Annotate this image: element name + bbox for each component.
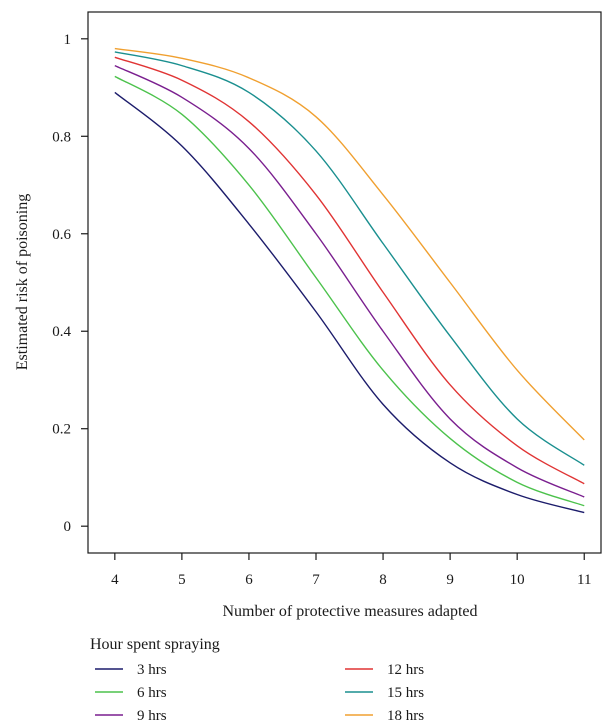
x-axis: 4 5 6 7 8 9 10 11 xyxy=(111,553,591,588)
legend-label: 6 hrs xyxy=(137,685,167,701)
series-lines xyxy=(114,47,585,514)
x-tick-label: 8 xyxy=(379,572,387,588)
series-line-3-hrs xyxy=(114,91,585,514)
x-tick-label: 7 xyxy=(312,572,320,588)
y-axis: 0 0.2 0.4 0.6 0.8 1 xyxy=(52,32,88,535)
series-line-6-hrs xyxy=(114,75,585,507)
series-line-12-hrs xyxy=(114,56,585,485)
x-tick-label: 6 xyxy=(245,572,253,588)
y-tick-label: 0.2 xyxy=(52,422,71,438)
legend: 3 hrs 6 hrs 9 hrs 12 hrs 15 hrs 18 hrs xyxy=(95,662,424,724)
legend-label: 18 hrs xyxy=(387,708,424,724)
x-tick-label: 5 xyxy=(178,572,186,588)
y-tick-label: 0.6 xyxy=(52,227,71,243)
legend-title: Hour spent spraying xyxy=(90,636,220,653)
x-tick-label: 9 xyxy=(446,572,454,588)
y-tick-label: 0.4 xyxy=(52,324,71,340)
legend-label: 12 hrs xyxy=(387,662,424,678)
x-tick-label: 11 xyxy=(577,572,591,588)
y-tick-label: 1 xyxy=(64,32,72,48)
y-axis-title: Estimated risk of poisoning xyxy=(14,194,31,370)
x-tick-label: 4 xyxy=(111,572,119,588)
x-tick-label: 10 xyxy=(510,572,525,588)
series-line-18-hrs xyxy=(114,47,585,441)
legend-label: 15 hrs xyxy=(387,685,424,701)
x-axis-title: Number of protective measures adapted xyxy=(222,603,477,620)
series-line-9-hrs xyxy=(114,64,585,498)
y-tick-label: 0 xyxy=(64,519,72,535)
series-line-15-hrs xyxy=(114,51,585,466)
legend-label: 9 hrs xyxy=(137,708,167,724)
plot-frame xyxy=(87,11,602,554)
legend-label: 3 hrs xyxy=(137,662,167,678)
y-tick-label: 0.8 xyxy=(52,129,71,145)
